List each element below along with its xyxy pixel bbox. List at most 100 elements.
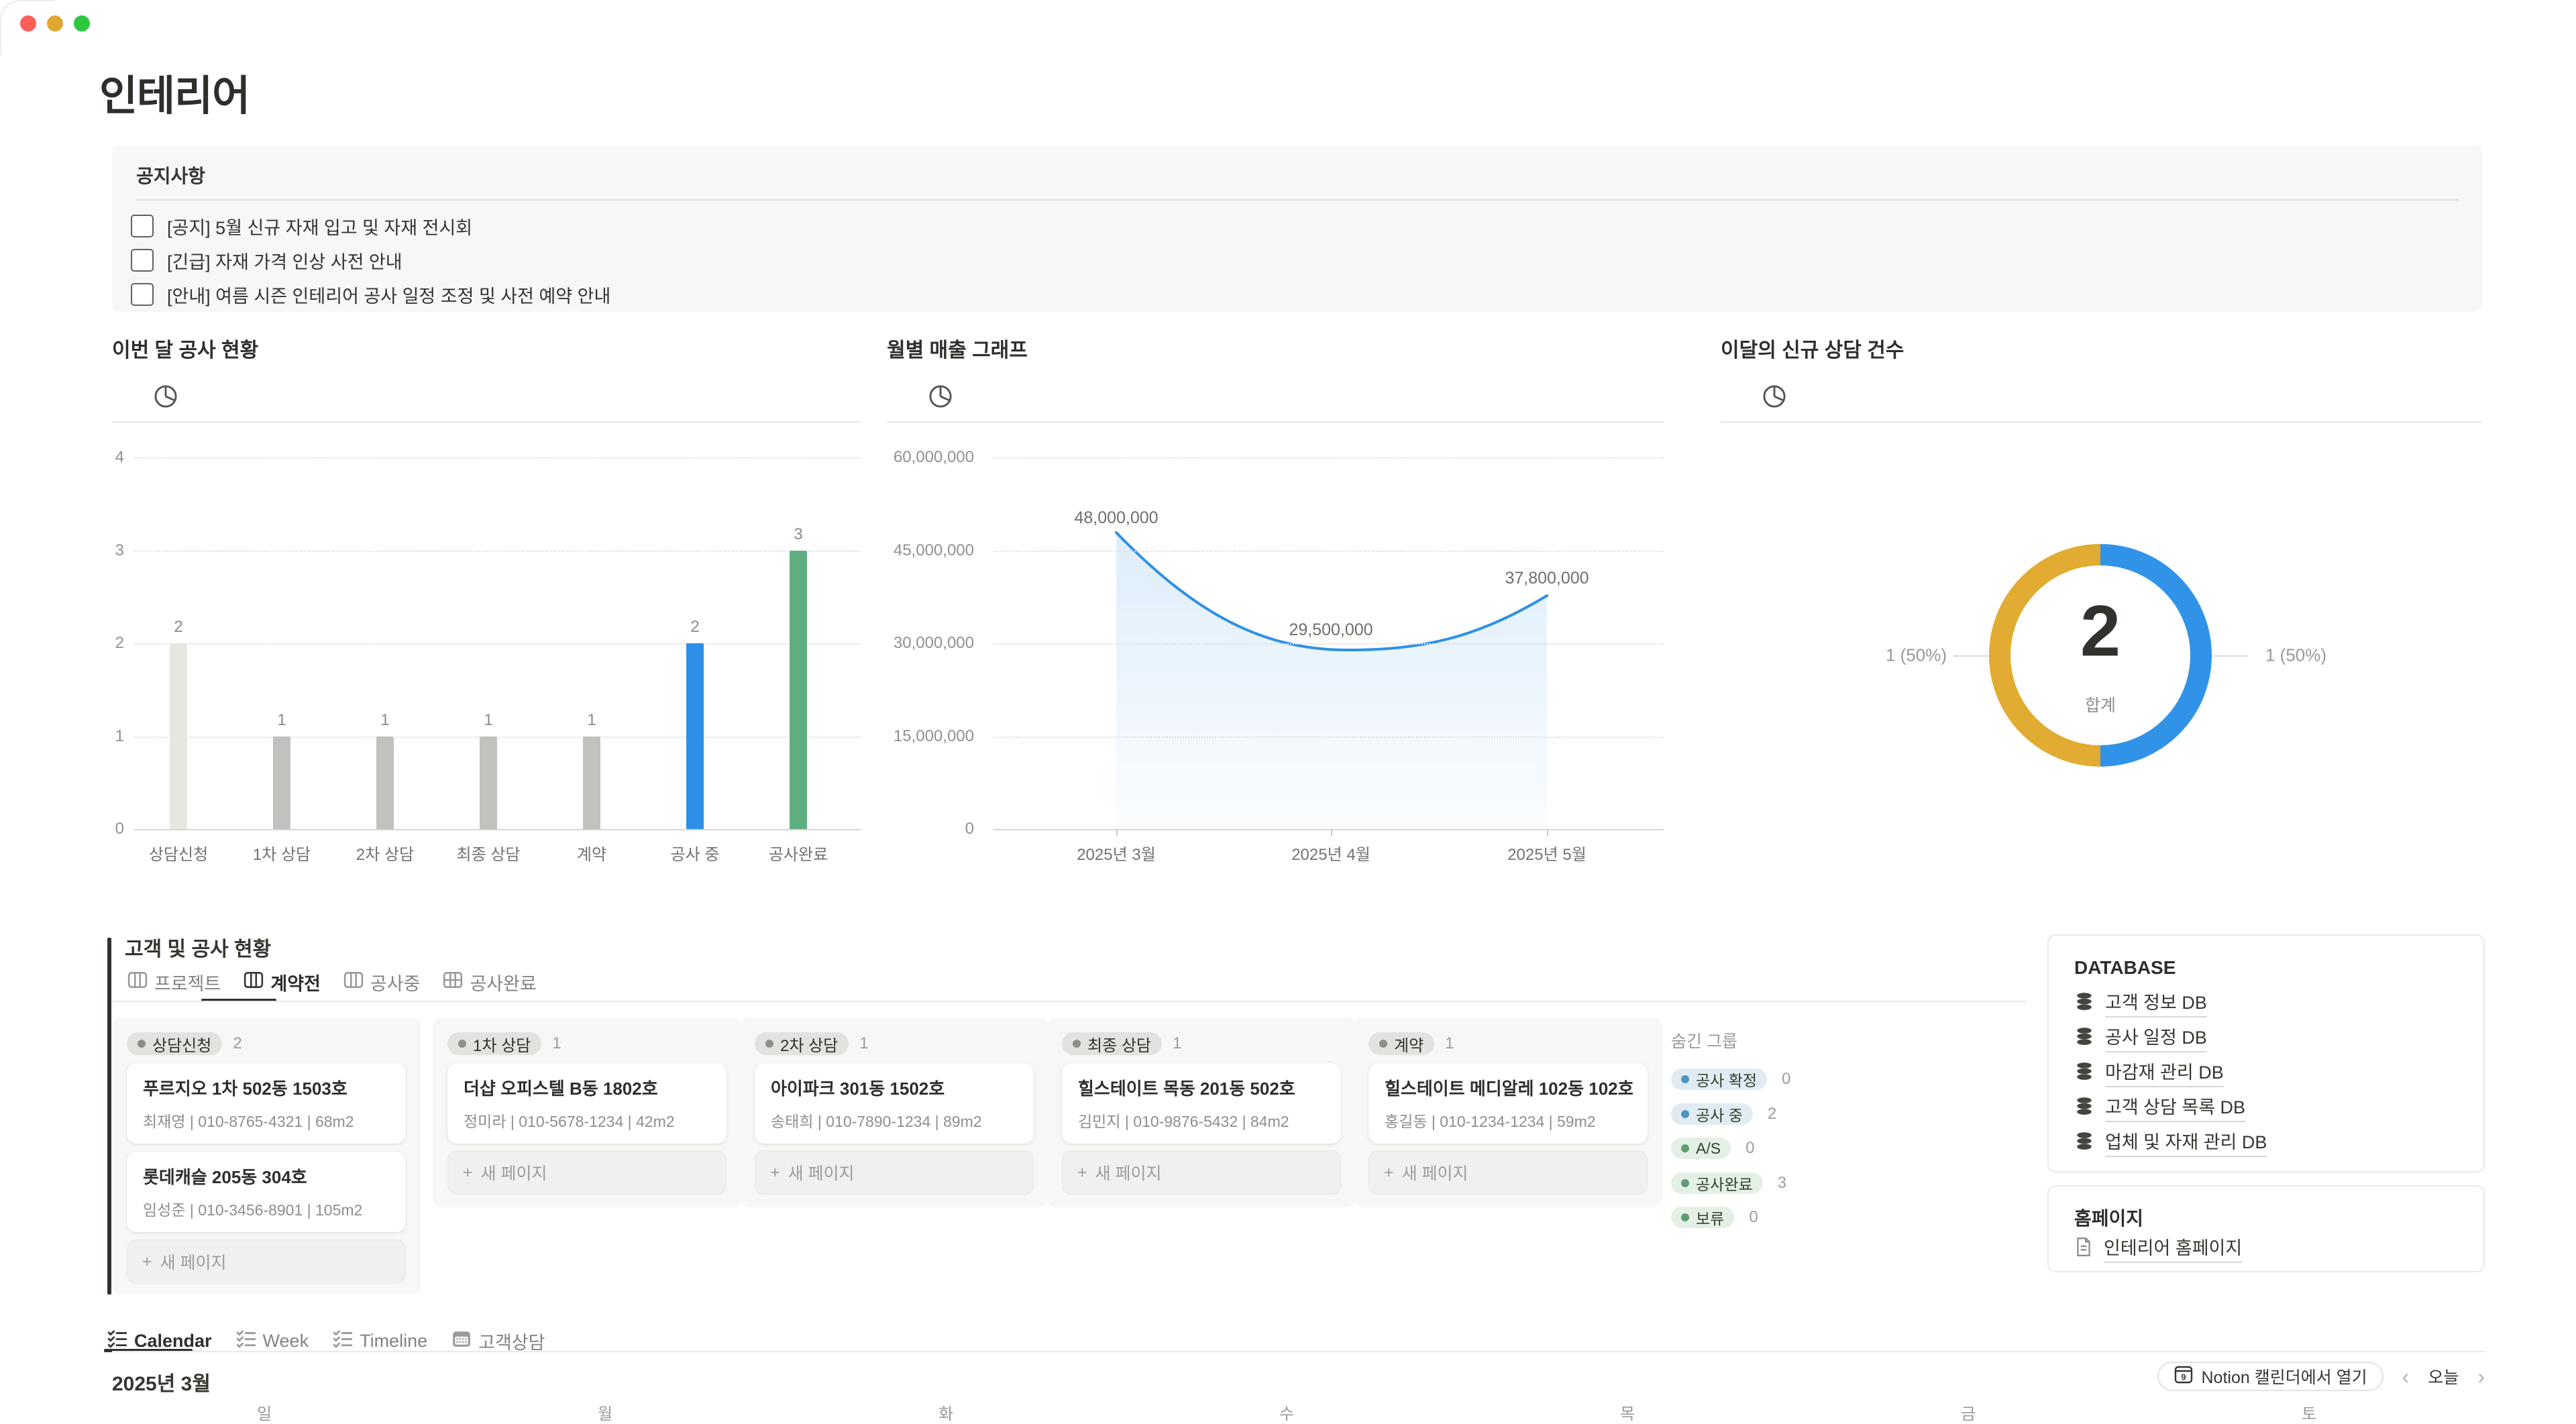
status-label: 보류 bbox=[1696, 1210, 1725, 1227]
database-link[interactable]: 고객 정보 DB bbox=[2105, 988, 2207, 1018]
today-button[interactable]: 오늘 bbox=[2428, 1368, 2459, 1387]
tab-label: Calendar bbox=[134, 1331, 212, 1351]
database-link[interactable]: 마감재 관리 DB bbox=[2105, 1058, 2224, 1087]
kanban-view-tab[interactable]: 프로젝트 bbox=[127, 969, 221, 995]
status-pill[interactable]: 보류 bbox=[1671, 1207, 1735, 1228]
tab-label: Timeline bbox=[360, 1331, 428, 1351]
kanban-card[interactable]: 힐스테이트 목동 201동 502호 김민지 | 010-9876-5432 | … bbox=[1062, 1063, 1341, 1144]
hidden-group-row[interactable]: 공사 확정 0 bbox=[1671, 1069, 1790, 1090]
notice-item: [안내] 여름 시즌 인테리어 공사 일정 조정 및 사전 예약 안내 bbox=[131, 281, 610, 308]
card-meta: 정미라 | 010-5678-1234 | 42m2 bbox=[464, 1113, 675, 1130]
new-page-button[interactable]: + 새 페이지 bbox=[755, 1150, 1034, 1195]
database-icon bbox=[2074, 1026, 2094, 1050]
kanban-card[interactable]: 롯데캐슬 205동 304호 임성준 | 010-3456-8901 | 105m… bbox=[127, 1152, 406, 1232]
x-axis-category-label: 1차 상담 bbox=[252, 846, 311, 864]
new-page-button[interactable]: + 새 페이지 bbox=[1062, 1150, 1341, 1195]
card-meta: 송태희 | 010-7890-1234 | 89m2 bbox=[771, 1113, 982, 1130]
calendar-view-tab[interactable]: 고객상담 bbox=[451, 1328, 545, 1354]
bar-value-label: 2 bbox=[174, 618, 183, 636]
status-pill[interactable]: 계약 bbox=[1368, 1032, 1435, 1055]
status-dot-icon bbox=[138, 1040, 146, 1048]
status-label: 공사 확정 bbox=[1696, 1072, 1758, 1089]
x-axis-category-label: 공사완료 bbox=[768, 846, 828, 864]
status-dot-icon bbox=[458, 1040, 466, 1048]
kanban-column-header[interactable]: 1차 상담 1 bbox=[447, 1032, 561, 1055]
database-link-row[interactable]: 고객 상담 목록 DB bbox=[2074, 1093, 2246, 1122]
open-notion-calendar-label: Notion 캘린더에서 열기 bbox=[2201, 1368, 2367, 1387]
kanban-view-tab[interactable]: 공사중 bbox=[343, 969, 420, 995]
new-page-button[interactable]: + 새 페이지 bbox=[127, 1240, 406, 1284]
hidden-group-row[interactable]: A/S 0 bbox=[1671, 1138, 1754, 1159]
donut-chart-title: 이달의 신규 상담 건수 bbox=[1721, 339, 1904, 362]
close-button[interactable] bbox=[20, 15, 36, 32]
kanban-column: 2차 상담 1 아이파크 301동 1502호 송태희 | 010-7890-1234… bbox=[740, 1018, 1049, 1207]
prev-icon[interactable]: ‹ bbox=[2402, 1364, 2410, 1388]
checkbox-unchecked[interactable] bbox=[131, 249, 154, 272]
active-tab-underline bbox=[201, 999, 276, 1002]
calendar-icon bbox=[451, 1329, 472, 1353]
kanban-column-header[interactable]: 계약 1 bbox=[1368, 1032, 1454, 1055]
hidden-group-row[interactable]: 공사 중 2 bbox=[1671, 1103, 1776, 1125]
status-pill[interactable]: A/S bbox=[1671, 1138, 1731, 1159]
calendar-day-header: 화 bbox=[938, 1405, 954, 1423]
calendar-month-label: 2025년 3월 bbox=[112, 1373, 211, 1395]
kanban-card[interactable]: 푸르지오 1차 502동 1503호 최재영 | 010-8765-4321 | … bbox=[127, 1063, 406, 1144]
board-icon bbox=[127, 971, 148, 994]
kanban-column-header[interactable]: 상담신청 2 bbox=[127, 1032, 242, 1055]
status-pill[interactable]: 공사완료 bbox=[1671, 1172, 1763, 1194]
calendar-view-tab[interactable]: Week bbox=[236, 1329, 309, 1353]
kanban-column-header[interactable]: 2차 상담 1 bbox=[755, 1032, 869, 1055]
card-meta: 홍길동 | 010-1234-1234 | 59m2 bbox=[1385, 1113, 1596, 1130]
plus-icon: + bbox=[1077, 1162, 1087, 1182]
data-point-label: 48,000,000 bbox=[1074, 508, 1159, 527]
divider bbox=[1721, 421, 2482, 423]
database-link-row[interactable]: 고객 정보 DB bbox=[2074, 988, 2207, 1018]
database-link[interactable]: 공사 일정 DB bbox=[2105, 1023, 2207, 1052]
new-page-button[interactable]: + 새 페이지 bbox=[1368, 1150, 1648, 1195]
next-icon[interactable]: › bbox=[2477, 1364, 2485, 1388]
minimize-button[interactable] bbox=[47, 15, 63, 32]
status-pill[interactable]: 2차 상담 bbox=[755, 1032, 849, 1055]
bar-chart: 4 3 2 1 0 2 상담신청 1 1차 상담 1 2차 상담 1 최종 상담 1 계약 2 공사 중 3 공사완… bbox=[80, 429, 861, 885]
database-link-row[interactable]: 마감재 관리 DB bbox=[2074, 1058, 2224, 1087]
homepage-link[interactable]: 인테리어 홈페이지 bbox=[2104, 1234, 2243, 1263]
homepage-link-row[interactable]: 인테리어 홈페이지 bbox=[2074, 1234, 2243, 1263]
kanban-view-tab[interactable]: 계약전 bbox=[244, 969, 321, 995]
plus-icon: + bbox=[770, 1162, 780, 1182]
kanban-card[interactable]: 더샵 오피스텔 B동 1802호 정미라 | 010-5678-1234 | 42… bbox=[447, 1063, 727, 1144]
y-axis-tick-label: 45,000,000 bbox=[893, 541, 974, 559]
bar-value-label: 3 bbox=[794, 525, 803, 543]
hidden-group-row[interactable]: 보류 0 bbox=[1671, 1207, 1758, 1228]
x-axis-line bbox=[993, 829, 1664, 830]
kanban-column: 계약 1 힐스테이트 메디알레 102동 102호 홍길동 | 010-1234-12… bbox=[1354, 1018, 1662, 1207]
kanban-column: 최종 상담 1 힐스테이트 목동 201동 502호 김민지 | 010-9876-5… bbox=[1047, 1018, 1356, 1207]
hidden-group-row[interactable]: 공사완료 3 bbox=[1671, 1172, 1786, 1194]
database-link-row[interactable]: 업체 및 자재 관리 DB bbox=[2074, 1128, 2267, 1157]
status-pill[interactable]: 상담신청 bbox=[127, 1032, 223, 1055]
kanban-view-tab[interactable]: 공사완료 bbox=[443, 969, 537, 995]
status-pill[interactable]: 공사 중 bbox=[1671, 1103, 1753, 1125]
status-dot-icon bbox=[1681, 1144, 1689, 1152]
card-meta: 임성준 | 010-3456-8901 | 105m2 bbox=[143, 1201, 363, 1219]
calendar-view-tab[interactable]: Calendar bbox=[107, 1329, 212, 1353]
status-pill[interactable]: 1차 상담 bbox=[447, 1032, 542, 1055]
checkbox-unchecked[interactable] bbox=[131, 215, 154, 237]
line-chart: 60,000,000 45,000,000 30,000,000 15,000,000… bbox=[862, 429, 1664, 885]
calendar-day-header: 목 bbox=[1619, 1405, 1635, 1423]
database-link[interactable]: 고객 상담 목록 DB bbox=[2105, 1093, 2246, 1122]
status-pill[interactable]: 공사 확정 bbox=[1671, 1069, 1768, 1090]
database-link-row[interactable]: 공사 일정 DB bbox=[2074, 1023, 2207, 1052]
y-axis-tick-label: 3 bbox=[115, 541, 124, 559]
new-page-button[interactable]: + 새 페이지 bbox=[447, 1150, 727, 1195]
zoom-button[interactable] bbox=[74, 15, 90, 32]
calendar-view-tab[interactable]: Timeline bbox=[333, 1329, 427, 1353]
checkbox-unchecked[interactable] bbox=[131, 283, 154, 306]
kanban-column-header[interactable]: 최종 상담 1 bbox=[1062, 1032, 1181, 1055]
calendar-day-header: 수 bbox=[1279, 1405, 1295, 1423]
open-notion-calendar-button[interactable]: 9 Notion 캘린더에서 열기 bbox=[2157, 1362, 2383, 1391]
kanban-card[interactable]: 아이파크 301동 1502호 송태희 | 010-7890-1234 | 89m… bbox=[755, 1063, 1034, 1144]
kanban-card[interactable]: 힐스테이트 메디알레 102동 102호 홍길동 | 010-1234-1234 … bbox=[1368, 1063, 1648, 1144]
calendar-day-header: 토 bbox=[2301, 1405, 2317, 1423]
database-link[interactable]: 업체 및 자재 관리 DB bbox=[2105, 1128, 2267, 1157]
status-pill[interactable]: 최종 상담 bbox=[1062, 1032, 1162, 1055]
